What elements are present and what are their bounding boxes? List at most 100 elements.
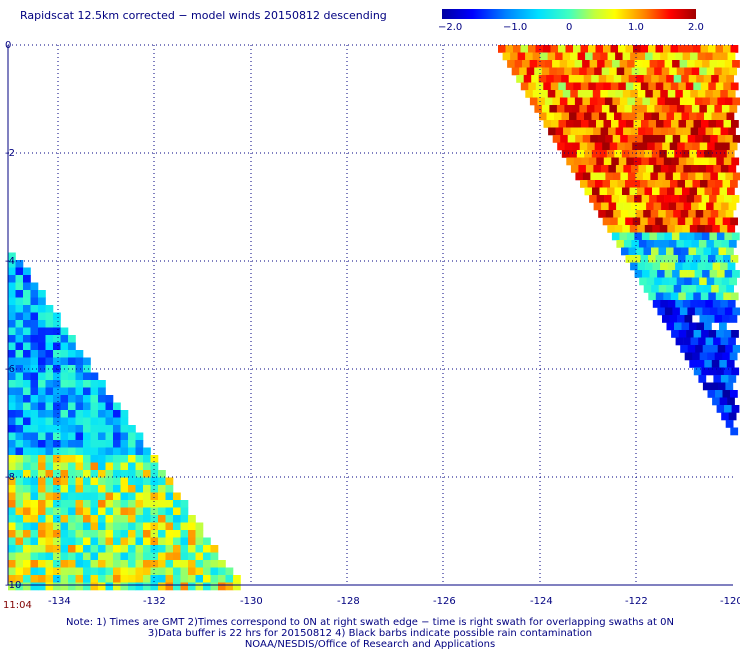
wind-cell xyxy=(683,202,692,211)
wind-cell xyxy=(128,470,136,478)
wind-cell xyxy=(8,455,16,463)
wind-cell xyxy=(620,172,629,181)
wind-cell xyxy=(150,575,159,583)
wind-cell xyxy=(584,150,593,158)
wind-cell xyxy=(15,440,24,448)
wind-cell xyxy=(702,270,710,278)
wind-cell xyxy=(143,455,151,463)
wind-cell xyxy=(619,232,628,241)
wind-cell xyxy=(98,560,106,568)
wind-cell xyxy=(688,75,697,83)
wind-cell xyxy=(610,217,618,226)
wind-cell xyxy=(60,485,69,493)
wind-cell xyxy=(15,365,24,373)
wind-cell xyxy=(701,232,710,241)
wind-cell xyxy=(685,180,693,188)
wind-cell xyxy=(570,90,579,98)
wind-cell xyxy=(38,297,46,306)
wind-cell xyxy=(8,387,16,396)
wind-cell xyxy=(38,492,46,501)
wind-cell xyxy=(30,387,39,396)
wind-cell xyxy=(630,262,638,271)
wind-cell xyxy=(15,327,24,336)
wind-cell xyxy=(615,52,623,61)
wind-cell xyxy=(584,187,593,196)
wind-cell xyxy=(611,195,620,203)
wind-cell xyxy=(639,67,647,76)
wind-cell xyxy=(113,410,121,418)
wind-cell xyxy=(45,500,54,508)
wind-cell xyxy=(30,507,39,516)
wind-cell xyxy=(615,165,624,173)
wind-cell xyxy=(595,45,604,53)
wind-cell xyxy=(653,240,662,248)
wind-cell xyxy=(60,447,69,456)
wind-cell xyxy=(638,127,646,136)
wind-cell xyxy=(657,60,665,68)
wind-cell xyxy=(38,312,46,321)
wind-cell xyxy=(30,545,39,553)
wind-cell xyxy=(120,440,129,448)
wind-cell xyxy=(565,45,574,53)
wind-cell xyxy=(717,345,726,353)
wind-cell xyxy=(75,567,84,576)
wind-cell xyxy=(624,142,633,151)
wind-cell xyxy=(75,417,84,426)
wind-cell xyxy=(135,485,144,493)
wind-cell xyxy=(618,45,626,53)
wind-cell xyxy=(83,530,91,538)
wind-cell xyxy=(173,552,181,561)
wind-cell xyxy=(692,142,700,151)
wind-cell xyxy=(38,425,46,433)
wind-cell xyxy=(646,105,655,113)
wind-cell xyxy=(8,380,16,388)
wind-cell xyxy=(623,165,632,173)
wind-cell xyxy=(30,485,39,493)
wind-cell xyxy=(502,52,511,61)
wind-cell xyxy=(188,530,196,538)
wind-cell xyxy=(23,507,31,516)
wind-cell xyxy=(625,255,634,263)
wind-cell xyxy=(120,477,129,486)
wind-cell xyxy=(669,67,677,76)
wind-cell xyxy=(98,417,106,426)
wind-cell xyxy=(597,172,606,181)
wind-cell xyxy=(90,417,99,426)
wind-cell xyxy=(730,390,738,398)
wind-cell xyxy=(38,357,46,366)
wind-cell xyxy=(45,567,54,576)
wind-cell xyxy=(128,440,136,448)
wind-cell xyxy=(150,507,159,516)
wind-cell xyxy=(668,240,677,248)
wind-cell xyxy=(8,335,16,343)
wind-cell xyxy=(105,417,114,426)
wind-cell xyxy=(75,402,84,411)
wind-cell xyxy=(38,417,46,426)
wind-cell xyxy=(560,135,568,143)
wind-cell xyxy=(644,150,653,158)
wind-cell xyxy=(599,187,608,196)
wind-cell xyxy=(714,142,723,151)
wind-cell xyxy=(712,300,721,308)
wind-cell xyxy=(687,97,696,106)
wind-cell xyxy=(38,395,46,403)
wind-cell xyxy=(660,165,669,173)
wind-cell xyxy=(60,582,69,591)
wind-cells xyxy=(8,45,740,591)
wind-cell xyxy=(633,120,642,128)
wind-cell xyxy=(8,402,16,411)
wind-cell xyxy=(15,305,24,313)
wind-cell xyxy=(614,112,622,121)
wind-cell xyxy=(218,567,226,576)
lat-label-8: -8 xyxy=(5,472,15,483)
wind-cell xyxy=(675,52,683,61)
wind-cell xyxy=(38,432,46,441)
wind-cell xyxy=(8,342,16,351)
wind-cell xyxy=(601,105,610,113)
wind-cell xyxy=(731,330,739,338)
wind-cell xyxy=(90,537,99,546)
wind-cell xyxy=(68,440,76,448)
wind-cell xyxy=(671,157,680,166)
wind-cell xyxy=(669,315,678,323)
wind-cell xyxy=(165,522,174,531)
